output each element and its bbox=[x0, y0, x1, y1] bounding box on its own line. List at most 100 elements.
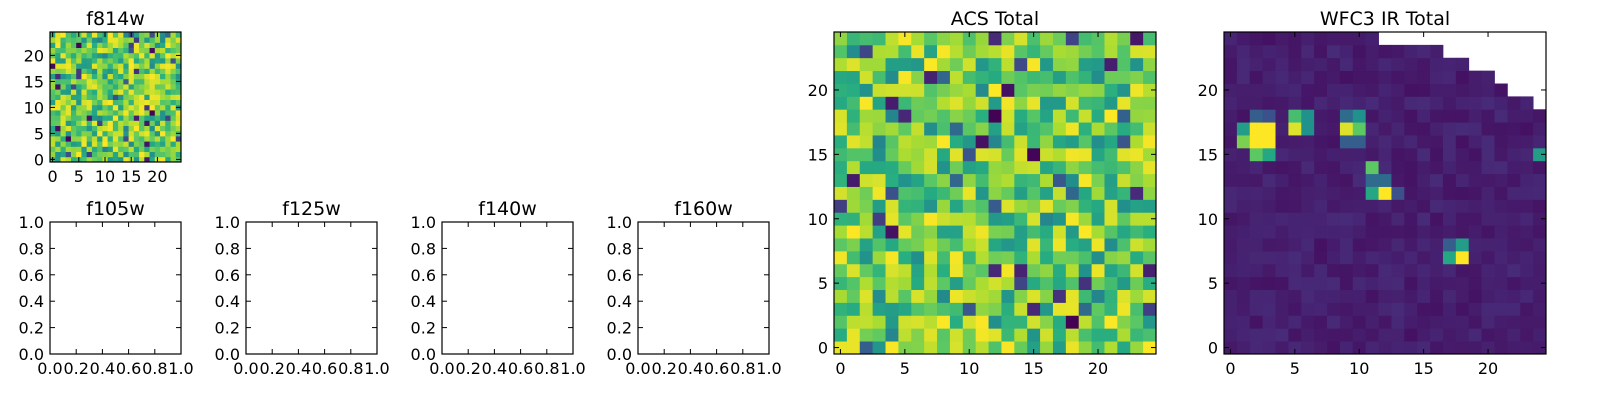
heatmap-cell bbox=[1442, 186, 1457, 200]
heatmap-cell bbox=[81, 136, 88, 142]
heatmap-cell bbox=[1078, 147, 1092, 162]
heatmap-cell bbox=[55, 89, 61, 95]
heatmap-cell bbox=[1091, 96, 1105, 110]
heatmap-cell bbox=[1236, 186, 1251, 200]
heatmap-cell bbox=[1040, 147, 1054, 162]
heatmap-cell bbox=[175, 151, 182, 158]
heatmap-cell bbox=[1091, 212, 1105, 226]
heatmap-cell bbox=[1481, 83, 1495, 97]
heatmap-cell bbox=[76, 73, 82, 80]
heatmap-cell bbox=[1507, 276, 1521, 290]
heatmap-cell bbox=[81, 156, 88, 163]
heatmap-cell bbox=[924, 96, 938, 110]
y-tick-label: 0.0 bbox=[411, 345, 436, 364]
heatmap-cell bbox=[107, 52, 114, 59]
heatmap-cell bbox=[1404, 341, 1418, 355]
heatmap-cell bbox=[1430, 250, 1444, 265]
heatmap-cell bbox=[872, 122, 886, 136]
y-tick-label: 20 bbox=[24, 46, 44, 65]
heatmap-cell bbox=[1040, 70, 1054, 84]
heatmap-cell bbox=[1236, 302, 1251, 316]
heatmap-cell bbox=[975, 96, 989, 110]
heatmap-cell bbox=[160, 141, 166, 147]
heatmap-cell bbox=[60, 89, 67, 95]
heatmap-cell bbox=[1288, 83, 1302, 97]
heatmap-cell bbox=[1417, 341, 1431, 355]
heatmap-cell bbox=[1249, 173, 1264, 187]
heatmap-cell bbox=[170, 84, 177, 90]
heatmap-cell bbox=[1249, 276, 1264, 290]
heatmap-cell bbox=[76, 115, 82, 121]
heatmap-cell bbox=[1143, 83, 1157, 97]
heatmap-cell bbox=[859, 341, 874, 355]
x-tick-label: 5 bbox=[900, 359, 910, 378]
heatmap-cell bbox=[170, 89, 177, 95]
heatmap-cell bbox=[175, 37, 182, 43]
heatmap-cell bbox=[1507, 212, 1521, 226]
heatmap-cell bbox=[1104, 173, 1118, 187]
heatmap-cell bbox=[1494, 199, 1508, 213]
heatmap-cell bbox=[1143, 147, 1157, 162]
heatmap-cell bbox=[1027, 238, 1041, 252]
heatmap-cell bbox=[1378, 199, 1392, 213]
heatmap-cell bbox=[962, 250, 977, 265]
heatmap-cell bbox=[112, 104, 119, 111]
heatmap-cell bbox=[1078, 199, 1092, 213]
heatmap-cell bbox=[924, 250, 938, 265]
heatmap-cell bbox=[144, 84, 150, 90]
heatmap-cell bbox=[154, 104, 161, 111]
heatmap-cell bbox=[1078, 109, 1092, 123]
heatmap-cell bbox=[1288, 32, 1302, 46]
heatmap-cell bbox=[1507, 96, 1521, 110]
heatmap-cell bbox=[165, 42, 171, 48]
heatmap-cell bbox=[859, 263, 874, 278]
heatmap-cell bbox=[1391, 44, 1405, 59]
heatmap-cell bbox=[1301, 302, 1315, 316]
heatmap-cell bbox=[924, 212, 938, 226]
heatmap-cell bbox=[60, 94, 67, 100]
heatmap-cell bbox=[1404, 160, 1418, 175]
heatmap-cell bbox=[55, 156, 61, 163]
heatmap-cell bbox=[97, 89, 103, 95]
heatmap-cell bbox=[1301, 238, 1315, 252]
heatmap-cell bbox=[1236, 70, 1251, 84]
heatmap-cell bbox=[55, 115, 61, 121]
heatmap-cell bbox=[885, 263, 899, 278]
heatmap-cell bbox=[859, 328, 874, 342]
heatmap-cell bbox=[65, 110, 72, 116]
heatmap-cell bbox=[1249, 147, 1264, 162]
heatmap-cell bbox=[81, 84, 88, 90]
heatmap-cell bbox=[139, 63, 145, 69]
heatmap-cell bbox=[1507, 160, 1521, 175]
heatmap-cell bbox=[949, 328, 964, 342]
heatmap-cell bbox=[1001, 302, 1015, 316]
heatmap-cell bbox=[144, 146, 150, 152]
heatmap-cell bbox=[128, 115, 135, 121]
heatmap-cell bbox=[1378, 225, 1392, 239]
heatmap-cell bbox=[1117, 225, 1131, 239]
heatmap-cell bbox=[112, 94, 119, 100]
heatmap-cell bbox=[112, 99, 119, 106]
heatmap-cell bbox=[924, 147, 938, 162]
heatmap-cell bbox=[1288, 238, 1302, 252]
heatmap-cell bbox=[1417, 302, 1431, 316]
axis-ticks: 0.0 0.2 0.4 0.6 0.8 1.00.00.20.40.60.81.0 bbox=[607, 213, 782, 378]
heatmap-cell bbox=[1288, 96, 1302, 110]
heatmap-cell bbox=[1378, 276, 1392, 290]
heatmap-cell bbox=[1430, 212, 1444, 226]
heatmap-cell bbox=[898, 57, 912, 72]
heatmap-cell bbox=[1327, 199, 1341, 213]
heatmap-cell bbox=[1378, 147, 1392, 162]
heatmap-cell bbox=[1417, 83, 1431, 97]
heatmap-cell bbox=[149, 58, 156, 64]
heatmap-cell bbox=[1507, 315, 1521, 329]
heatmap-cell bbox=[1327, 186, 1341, 200]
heatmap-cell bbox=[962, 32, 977, 46]
heatmap-cell bbox=[1027, 83, 1041, 97]
heatmap-cell bbox=[898, 289, 912, 303]
heatmap-cell bbox=[55, 130, 61, 137]
heatmap-cell bbox=[1065, 238, 1080, 252]
heatmap-cell bbox=[1001, 135, 1015, 149]
heatmap-cell bbox=[1468, 70, 1482, 84]
heatmap-cell bbox=[1091, 70, 1105, 84]
